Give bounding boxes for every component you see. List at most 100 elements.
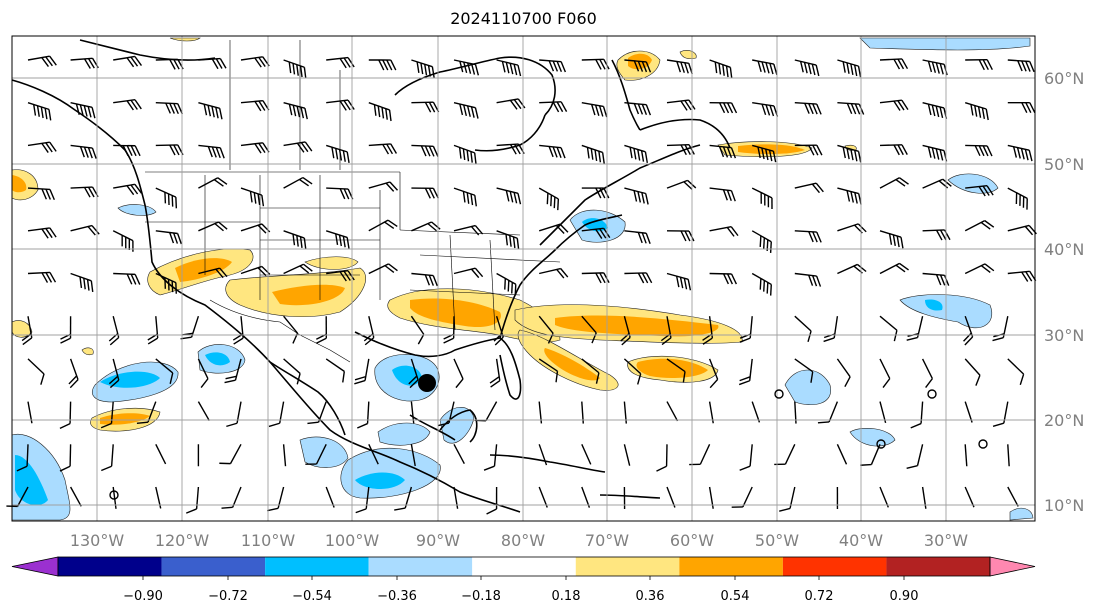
latitude-label: 40°N [1044, 240, 1084, 259]
wind-barb [581, 227, 611, 239]
wind-barb [879, 262, 909, 275]
colorbar: −0.90 −0.72 −0.54 −0.36 −0.18 0.18 0.36 0.54 0.7… [11, 556, 1036, 604]
wind-barb [155, 358, 174, 384]
latitude-label: 10°N [1044, 496, 1084, 515]
gridlines [12, 36, 1035, 521]
field-core-atl [925, 299, 943, 311]
longitude-label: 60°W [670, 531, 714, 550]
wind-barb [113, 99, 142, 111]
wind-barb [437, 401, 455, 427]
longitude-label: 70°W [585, 531, 629, 550]
wind-barb [325, 230, 350, 249]
wind-barb [709, 59, 733, 79]
anomaly-fields [11, 37, 1034, 521]
wind-barb [411, 187, 439, 199]
wind-barb [283, 141, 313, 153]
wind-barb [794, 315, 812, 342]
wind-barb [325, 358, 346, 383]
wind-barb [496, 230, 520, 250]
wind-barb [623, 358, 642, 385]
wind-barb [411, 221, 441, 232]
wind-barb [411, 101, 440, 113]
wind-barb [305, 443, 327, 465]
colorbar-segment [886, 557, 990, 576]
field-yellow-small2 [169, 37, 201, 42]
wind-barb [410, 315, 425, 345]
wind-barb [709, 226, 739, 237]
wind-barb [538, 444, 548, 466]
latitude-label: 60°N [1044, 69, 1084, 88]
wind-barb [101, 444, 114, 472]
wind-barb [581, 144, 605, 164]
wind-barb [751, 230, 772, 253]
field-core-pacific2 [205, 352, 230, 366]
wind-barb [198, 144, 225, 159]
wind-barb [709, 102, 738, 114]
wind-barb [964, 102, 989, 121]
wind-barb [922, 272, 950, 286]
wind-barb [453, 59, 480, 76]
wind-barb [69, 486, 82, 507]
wind-barb [965, 185, 994, 197]
coastlines [11, 39, 731, 513]
wind-barb [709, 272, 738, 285]
wind-barb [155, 443, 167, 465]
wind-barb [879, 230, 904, 249]
wind-barb [817, 401, 839, 424]
wind-barb [408, 358, 419, 389]
field-blue-central-america [299, 436, 349, 468]
field-blue-se [1009, 507, 1034, 521]
wind-barb [411, 272, 438, 287]
colorbar-tick-label: −0.90 [123, 589, 163, 604]
wind-barb [283, 176, 313, 189]
wind-barb [738, 358, 753, 386]
wind-barb [240, 223, 271, 234]
wind-barb [837, 102, 865, 115]
wind-barb [965, 144, 993, 157]
latitude-label: 20°N [1044, 411, 1084, 430]
wind-barb [496, 59, 522, 77]
wind-barb [325, 144, 350, 164]
wind-barb [27, 227, 57, 239]
wind-barb [538, 223, 569, 234]
wind-barb [496, 143, 525, 155]
wind-barb [965, 59, 993, 71]
wind-barb [307, 401, 327, 425]
wind-barb [581, 358, 600, 384]
wind-barb [1007, 101, 1036, 114]
wind-barb [27, 358, 45, 385]
wind-barb [794, 182, 824, 194]
wind-barb [794, 144, 823, 156]
wind-barb [70, 272, 94, 292]
wind-barb [113, 272, 141, 285]
field-orange-gulfcoast [410, 298, 501, 328]
colorbar-segment [679, 557, 783, 576]
wind-barb [70, 224, 100, 236]
wind-barb [794, 102, 822, 115]
wind-barb [538, 187, 560, 211]
wind-barb [283, 59, 307, 79]
wind-barb [624, 187, 649, 205]
wind-barb [453, 102, 479, 119]
wind-barb [27, 187, 55, 201]
wind-barb [483, 444, 498, 471]
wind-barb [624, 144, 649, 163]
wind-barb [964, 358, 981, 386]
colorbar-tick-label: 0.72 [805, 589, 834, 604]
wind-barb [581, 58, 610, 70]
wind-barb [794, 59, 820, 77]
wind-barb [240, 187, 265, 207]
wind-barb [368, 59, 397, 71]
wind-barb [1007, 444, 1010, 467]
wind-barb [581, 444, 592, 465]
longitude-label: 80°W [501, 531, 545, 550]
wind-barb [879, 144, 908, 156]
colorbar-segment [472, 557, 576, 576]
wind-barb [326, 270, 355, 282]
wind-barb [113, 55, 143, 68]
wind-barb [368, 219, 398, 232]
wind-barb [539, 144, 566, 159]
wind-barb [964, 220, 995, 232]
wind-barb [68, 358, 79, 389]
wind-barb [283, 263, 313, 275]
